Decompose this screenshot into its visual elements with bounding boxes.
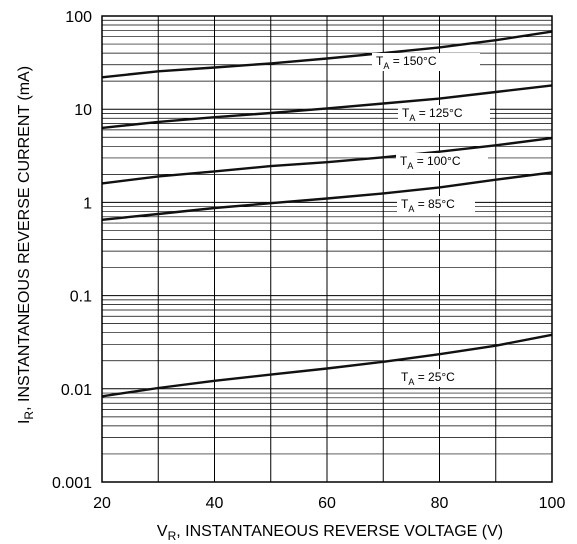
x-tick-label: 40 xyxy=(206,495,224,512)
x-axis-label: VR, INSTANTANEOUS REVERSE VOLTAGE (V) xyxy=(157,523,503,543)
series-label-subscript: A xyxy=(409,113,415,123)
series-label-0: TA = 150°C xyxy=(372,53,480,71)
plot-frame xyxy=(101,15,553,483)
series-label-value: = 100°C xyxy=(413,154,460,168)
x-axis-label-subscript: R xyxy=(168,529,177,543)
series-label-value: = 85°C xyxy=(414,197,455,211)
series-label-2: TA = 100°C xyxy=(396,153,488,171)
series-label-4: TA = 25°C xyxy=(397,369,479,387)
series-label-background xyxy=(372,53,480,71)
x-tick-label: 60 xyxy=(318,495,336,512)
series-line-4 xyxy=(101,333,553,398)
series-label-background xyxy=(397,369,479,387)
series-line-3 xyxy=(101,171,553,221)
y-axis-label-rest: , INSTANTANEOUS REVERSE CURRENT (mA) xyxy=(16,66,33,411)
x-tick-label: 100 xyxy=(539,495,566,512)
series-label-subscript: A xyxy=(407,161,413,171)
series-line-2 xyxy=(101,136,553,185)
series-label-layer: TA = 150°CTA = 125°CTA = 100°CTA = 85°CT… xyxy=(372,53,490,387)
series-label-prefix: T xyxy=(376,54,384,68)
y-tick-label: 0.01 xyxy=(61,382,92,399)
y-tick-label: 10 xyxy=(74,102,92,119)
series-label-value: = 150°C xyxy=(389,54,436,68)
series-label-subscript: A xyxy=(408,204,414,214)
series-label-value: = 25°C xyxy=(414,370,455,384)
series-line-0 xyxy=(101,30,553,79)
series-label-background xyxy=(398,105,490,123)
series-label-subscript: A xyxy=(383,61,389,71)
series-label-background xyxy=(397,196,475,214)
series-line-1 xyxy=(101,84,553,130)
series-label-value: = 125°C xyxy=(415,106,462,120)
x-tick-labels: 20 40 60 80 100 xyxy=(93,495,565,512)
series-label-text: TA = 150°C xyxy=(376,54,437,71)
series-label-prefix: T xyxy=(401,197,409,211)
y-tick-label: 100 xyxy=(65,9,92,26)
series-label-text: TA = 25°C xyxy=(401,370,455,387)
series-label-prefix: T xyxy=(402,106,410,120)
x-axis-label-rest: , INSTANTANEOUS REVERSE VOLTAGE (V) xyxy=(176,523,503,540)
series-label-1: TA = 125°C xyxy=(398,105,490,123)
series-layer xyxy=(101,30,553,398)
y-axis-label-subscript: R xyxy=(22,411,36,420)
series-label-prefix: T xyxy=(400,154,408,168)
series-label-text: TA = 85°C xyxy=(401,197,455,214)
y-tick-label: 0.1 xyxy=(70,289,92,306)
y-tick-label: 1 xyxy=(83,195,92,212)
x-tick-label: 20 xyxy=(93,495,111,512)
series-label-subscript: A xyxy=(408,377,414,387)
y-axis-label: IR, INSTANTANEOUS REVERSE CURRENT (mA) xyxy=(16,66,36,424)
series-label-3: TA = 85°C xyxy=(397,196,475,214)
y-tick-labels: 0.001 0.01 0.1 1 10 100 xyxy=(52,9,92,492)
x-axis-label-main: V xyxy=(157,523,168,540)
y-tick-label: 0.001 xyxy=(52,475,92,492)
grid-layer xyxy=(102,16,552,482)
series-label-text: TA = 100°C xyxy=(400,154,461,171)
y-axis-label-main: I xyxy=(16,420,33,424)
series-label-text: TA = 125°C xyxy=(402,106,463,123)
x-tick-label: 80 xyxy=(431,495,449,512)
series-label-prefix: T xyxy=(401,370,409,384)
series-label-background xyxy=(396,153,488,171)
